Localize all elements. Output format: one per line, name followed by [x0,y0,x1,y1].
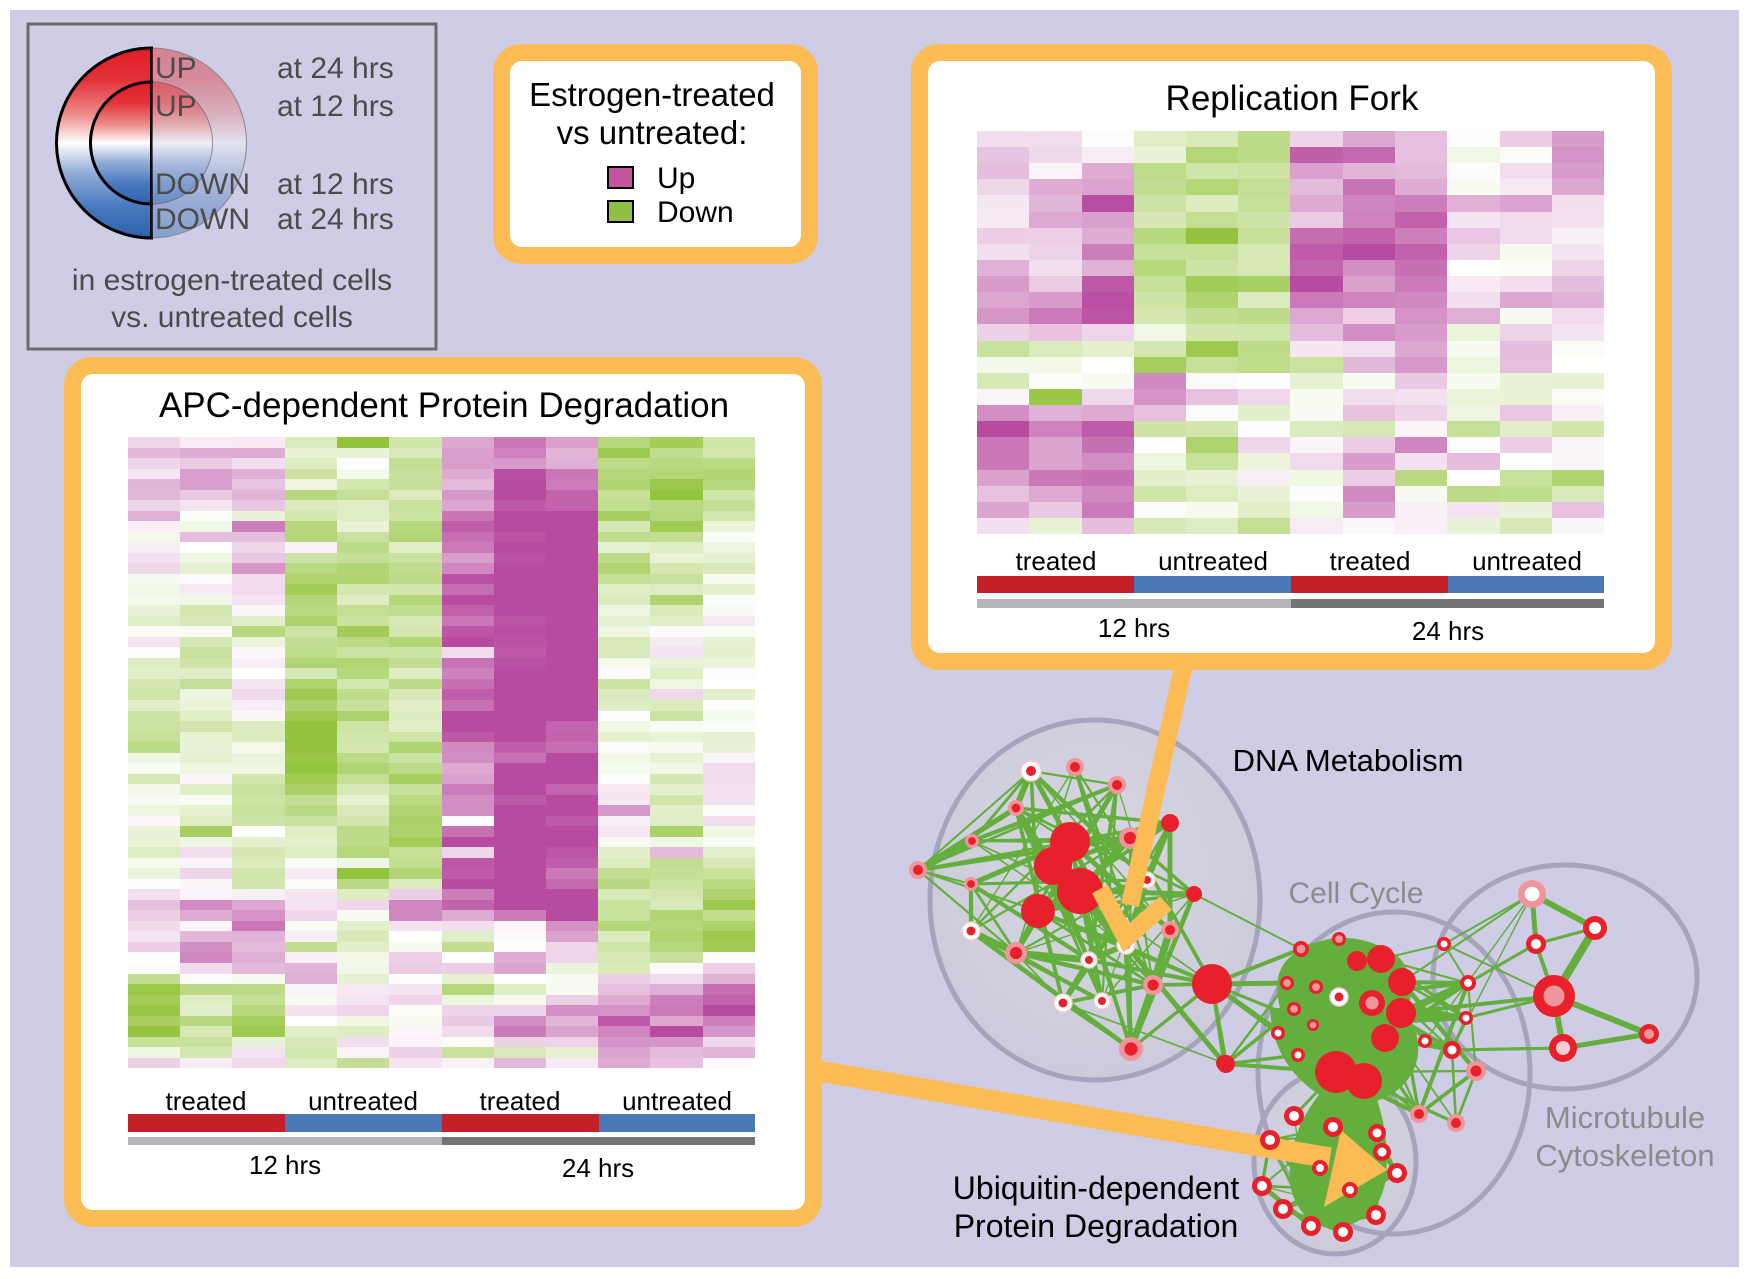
svg-text:Replication Fork: Replication Fork [1166,79,1419,118]
svg-text:Down: Down [657,196,734,229]
svg-text:UP: UP [155,52,197,85]
svg-text:in estrogen-treated cells: in estrogen-treated cells [72,264,392,297]
svg-text:untreated: untreated [1472,546,1582,576]
svg-text:Cell Cycle: Cell Cycle [1288,877,1423,910]
svg-text:Estrogen-treated: Estrogen-treated [529,76,775,113]
svg-text:24 hrs: 24 hrs [562,1153,634,1183]
svg-text:Microtubule: Microtubule [1545,1100,1705,1135]
svg-text:DOWN: DOWN [155,203,250,236]
svg-text:UP: UP [155,90,197,123]
svg-text:treated: treated [1330,546,1411,576]
svg-text:DOWN: DOWN [155,168,250,201]
svg-text:Ubiquitin-dependent: Ubiquitin-dependent [953,1170,1240,1206]
svg-text:12 hrs: 12 hrs [1098,613,1170,643]
svg-text:treated: treated [166,1086,247,1116]
svg-text:Cytoskeleton: Cytoskeleton [1535,1138,1714,1173]
svg-text:at 12 hrs: at 12 hrs [277,168,394,201]
svg-text:APC-dependent Protein Degradat: APC-dependent Protein Degradation [159,386,729,425]
svg-text:Protein Degradation: Protein Degradation [954,1208,1239,1244]
svg-text:vs. untreated cells: vs. untreated cells [111,301,353,334]
svg-text:at 24 hrs: at 24 hrs [277,52,394,85]
svg-text:at 12 hrs: at 12 hrs [277,90,394,123]
svg-text:12 hrs: 12 hrs [249,1150,321,1180]
svg-text:Up: Up [657,162,695,195]
svg-text:24 hrs: 24 hrs [1412,616,1484,646]
svg-text:treated: treated [1016,546,1097,576]
svg-text:DNA Metabolism: DNA Metabolism [1233,743,1464,778]
svg-text:untreated: untreated [1158,546,1268,576]
svg-text:untreated: untreated [622,1086,732,1116]
svg-text:at 24 hrs: at 24 hrs [277,203,394,236]
svg-text:vs untreated:: vs untreated: [557,114,748,151]
svg-text:treated: treated [480,1086,561,1116]
svg-text:untreated: untreated [308,1086,418,1116]
